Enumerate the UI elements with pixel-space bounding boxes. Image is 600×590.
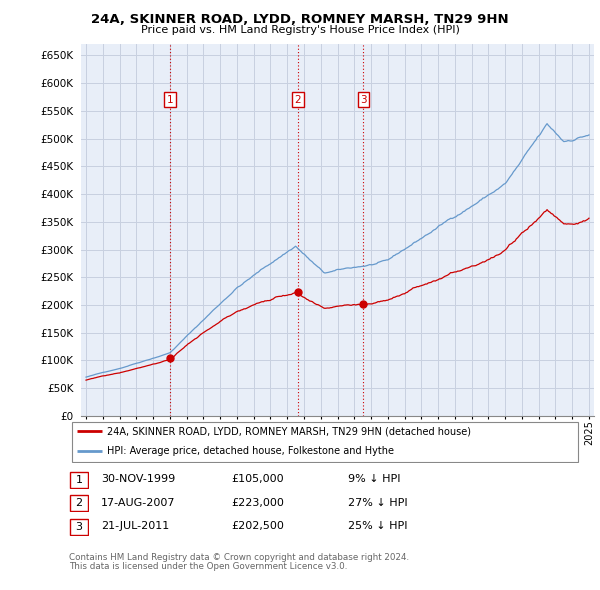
Text: 3: 3	[76, 522, 82, 532]
FancyBboxPatch shape	[70, 496, 88, 511]
Text: 9% ↓ HPI: 9% ↓ HPI	[348, 474, 401, 484]
Text: This data is licensed under the Open Government Licence v3.0.: This data is licensed under the Open Gov…	[69, 562, 347, 571]
FancyBboxPatch shape	[70, 472, 88, 487]
Text: 2: 2	[76, 499, 82, 508]
FancyBboxPatch shape	[70, 519, 88, 535]
Text: 24A, SKINNER ROAD, LYDD, ROMNEY MARSH, TN29 9HN (detached house): 24A, SKINNER ROAD, LYDD, ROMNEY MARSH, T…	[107, 427, 472, 436]
Text: HPI: Average price, detached house, Folkestone and Hythe: HPI: Average price, detached house, Folk…	[107, 446, 394, 456]
Text: Contains HM Land Registry data © Crown copyright and database right 2024.: Contains HM Land Registry data © Crown c…	[69, 553, 409, 562]
Text: 30-NOV-1999: 30-NOV-1999	[101, 474, 175, 484]
FancyBboxPatch shape	[71, 422, 578, 462]
Text: 27% ↓ HPI: 27% ↓ HPI	[348, 498, 407, 507]
Text: 3: 3	[360, 95, 367, 105]
Text: £202,500: £202,500	[231, 522, 284, 531]
Text: 25% ↓ HPI: 25% ↓ HPI	[348, 522, 407, 531]
Text: 1: 1	[76, 475, 82, 484]
Text: 17-AUG-2007: 17-AUG-2007	[101, 498, 175, 507]
Text: 21-JUL-2011: 21-JUL-2011	[101, 522, 169, 531]
Text: £223,000: £223,000	[231, 498, 284, 507]
Text: 24A, SKINNER ROAD, LYDD, ROMNEY MARSH, TN29 9HN: 24A, SKINNER ROAD, LYDD, ROMNEY MARSH, T…	[91, 13, 509, 26]
Text: 2: 2	[295, 95, 301, 105]
Text: Price paid vs. HM Land Registry's House Price Index (HPI): Price paid vs. HM Land Registry's House …	[140, 25, 460, 35]
Text: £105,000: £105,000	[231, 474, 284, 484]
Text: 1: 1	[167, 95, 173, 105]
